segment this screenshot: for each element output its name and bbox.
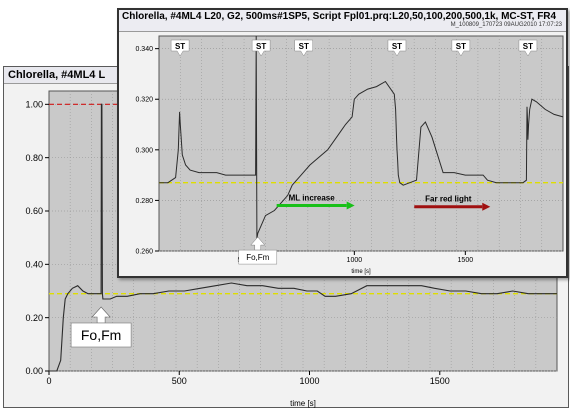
- far-red-arrowhead-icon: [482, 202, 491, 211]
- fo-fm-label: Fo,Fm: [81, 327, 121, 343]
- main-x-tick-label: 1500: [430, 376, 450, 386]
- inset-plot-area[interactable]: [158, 35, 564, 252]
- main-y-tick-label: 0.20: [25, 313, 43, 323]
- inset-y-tick-label: 0.260: [135, 248, 153, 255]
- st-marker-callout: [387, 39, 407, 57]
- st-marker-callout: [518, 39, 538, 57]
- main-y-tick-label: 0.60: [25, 206, 43, 216]
- st-marker-label: ST: [456, 42, 466, 51]
- inset-fo-fm-label-box: [238, 249, 278, 265]
- inset-window-titlebar[interactable]: Chlorella, #4ML4 L20, G2, 500ms#1SP5, Sc…: [119, 10, 566, 32]
- fo-fm-label-box: [70, 322, 132, 348]
- main-y-tick-label: 0.80: [25, 153, 43, 163]
- inset-x-tick-label: 1000: [347, 257, 363, 264]
- inset-x-axis-label: time [s]: [351, 269, 371, 275]
- st-marker-label: ST: [523, 42, 533, 51]
- st-marker-label: ST: [175, 42, 185, 51]
- inset-y-tick-label: 0.280: [135, 198, 153, 205]
- st-marker-callout: [451, 39, 471, 57]
- main-fluorescence-trace: [49, 103, 557, 372]
- inset-y-tick-label: 0.300: [135, 147, 153, 154]
- ml-increase-arrowhead-icon: [346, 201, 355, 210]
- inset-window-title: Chlorella, #4ML4 L20, G2, 500ms#1SP5, Sc…: [122, 11, 557, 22]
- inset-chart-window[interactable]: Chlorella, #4ML4 L20, G2, 500ms#1SP5, Sc…: [117, 8, 568, 278]
- main-y-tick-label: 1.00: [25, 99, 43, 109]
- inset-x-tick-label: 1500: [458, 257, 474, 264]
- st-marker-label: ST: [392, 42, 402, 51]
- far-red-light-label: Far red light: [425, 195, 472, 204]
- main-x-tick-label: 500: [172, 376, 187, 386]
- inset-y-tick-label: 0.320: [135, 97, 153, 104]
- ml-increase-label: ML increase: [289, 193, 336, 202]
- main-y-tick-label: 0.00: [25, 366, 43, 376]
- st-marker-callout: [170, 39, 190, 57]
- main-y-tick-label: 0.40: [25, 259, 43, 269]
- st-marker-label: ST: [299, 42, 309, 51]
- inset-chart-svg: 0.2600.2800.3000.3200.34050010001500time…: [135, 35, 564, 275]
- inset-y-tick-label: 0.340: [135, 46, 153, 53]
- main-x-tick-label: 0: [46, 376, 51, 386]
- inset-fo-fm-label: Fo,Fm: [246, 253, 269, 262]
- inset-window-subtitle: M_100809_170723 09AUG2010 17:07:23: [450, 22, 562, 28]
- main-x-tick-label: 1000: [299, 376, 319, 386]
- st-marker-callout: [251, 39, 271, 57]
- inset-fluorescence-trace: [159, 35, 564, 239]
- main-x-axis-label: time [s]: [290, 399, 316, 408]
- st-marker-callout: [294, 39, 313, 57]
- st-marker-label: ST: [256, 42, 266, 51]
